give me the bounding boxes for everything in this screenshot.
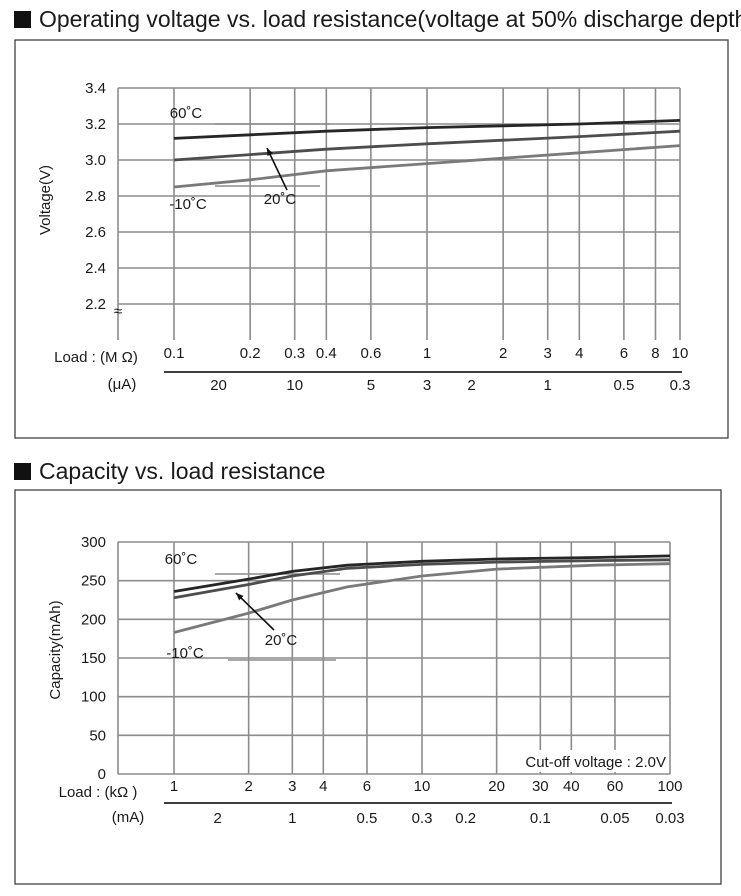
current-tick-label: 3 [423, 377, 431, 394]
arrow-head-icon [267, 148, 273, 156]
series-line-m10c [173, 144, 681, 189]
x-tick-label: 4 [575, 345, 583, 362]
current-tick-label: 0.3 [412, 810, 433, 827]
x-axis-label: Load : (kΩ ) [59, 784, 138, 801]
current-tick-label: 0.03 [655, 810, 684, 827]
current-tick-label: 0.05 [600, 810, 629, 827]
current-tick-label: 2 [467, 377, 475, 394]
series-line-60c [173, 119, 681, 140]
arrow-line [235, 592, 275, 631]
series-label: 60˚C [165, 551, 198, 568]
x-tick-label: 20 [488, 778, 505, 795]
x-tick-label: 0.4 [316, 345, 337, 362]
x-tick-label: 0.6 [360, 345, 381, 362]
series-label: -10˚C [169, 196, 207, 213]
series-line-20c [173, 129, 681, 162]
y-tick-label: 300 [81, 534, 106, 551]
y-tick-label: 250 [81, 573, 106, 590]
current-tick-label: 0.5 [357, 810, 378, 827]
current-tick-label: 0.1 [530, 810, 551, 827]
x-axis-label-current: (μA) [108, 376, 137, 393]
x-tick-label: 1 [423, 345, 431, 362]
square-bullet-icon [14, 11, 31, 28]
x-axis-label: Load : (M Ω) [54, 349, 138, 366]
y-tick-label: 2.6 [85, 224, 106, 241]
y-tick-label: 3.0 [85, 152, 106, 169]
x-tick-label: 100 [657, 778, 682, 795]
cutoff-annotation: Cut-off voltage : 2.0V [525, 754, 666, 771]
series-line-m10c [173, 562, 671, 634]
x-tick-label: 0.3 [284, 345, 305, 362]
series-line-60c [173, 554, 671, 593]
x-tick-label: 0.2 [240, 345, 261, 362]
x-tick-label: 40 [563, 778, 580, 795]
chart-1 [14, 39, 729, 439]
arrow-head-icon [236, 593, 244, 601]
y-axis-label: Voltage(V) [37, 165, 54, 235]
x-tick-label: 2 [499, 345, 507, 362]
x-tick-label: 10 [414, 778, 431, 795]
y-tick-label: 3.4 [85, 80, 106, 97]
series-label: 20˚C [264, 191, 297, 208]
y-tick-label: 2.2 [85, 296, 106, 313]
current-tick-label: 2 [213, 810, 221, 827]
x-tick-label: 4 [319, 778, 327, 795]
series-line-20c [173, 558, 671, 600]
chart2-title: Capacity vs. load resistance [14, 458, 325, 485]
chart-2 [14, 489, 722, 885]
square-bullet-icon [14, 463, 31, 480]
y-tick-label: 150 [81, 650, 106, 667]
y-tick-label: 0 [98, 766, 106, 783]
series-label: 60˚C [170, 105, 203, 122]
y-tick-label: 2.8 [85, 188, 106, 205]
y-tick-label: 50 [89, 727, 106, 744]
current-tick-label: 10 [286, 377, 303, 394]
x-tick-label: 30 [532, 778, 549, 795]
current-tick-label: 1 [288, 810, 296, 827]
series-label: 20˚C [265, 632, 298, 649]
y-tick-label: 100 [81, 689, 106, 706]
current-tick-label: 5 [367, 377, 375, 394]
chart2-title-text: Capacity vs. load resistance [39, 458, 326, 484]
current-tick-label: 0.2 [455, 810, 476, 827]
current-tick-label: 20 [210, 377, 227, 394]
chart-frame [14, 489, 722, 885]
x-tick-label: 1 [170, 778, 178, 795]
y-tick-label: 2.4 [85, 260, 106, 277]
chart1-title-text: Operating voltage vs. load resistance(vo… [39, 6, 741, 32]
x-tick-label: 6 [363, 778, 371, 795]
x-tick-label: 3 [544, 345, 552, 362]
arrow-line [266, 147, 288, 191]
y-axis-label: Capacity(mAh) [47, 600, 64, 699]
x-tick-label: 10 [672, 345, 689, 362]
x-tick-label: 2 [244, 778, 252, 795]
x-tick-label: 8 [651, 345, 659, 362]
current-tick-label: 0.3 [670, 377, 691, 394]
current-tick-label: 0.5 [613, 377, 634, 394]
y-tick-label: 3.2 [85, 116, 106, 133]
chart-frame [14, 39, 729, 439]
axis-break-mark: ≈ [114, 303, 122, 320]
x-tick-label: 3 [288, 778, 296, 795]
x-tick-label: 60 [607, 778, 624, 795]
x-tick-label: 0.1 [164, 345, 185, 362]
y-tick-label: 200 [81, 611, 106, 628]
x-tick-label: 6 [620, 345, 628, 362]
x-axis-label-current: (mA) [112, 809, 145, 826]
chart1-title: Operating voltage vs. load resistance(vo… [14, 6, 741, 33]
annotation-background [500, 750, 668, 772]
current-tick-label: 1 [544, 377, 552, 394]
series-label: -10˚C [166, 645, 204, 662]
